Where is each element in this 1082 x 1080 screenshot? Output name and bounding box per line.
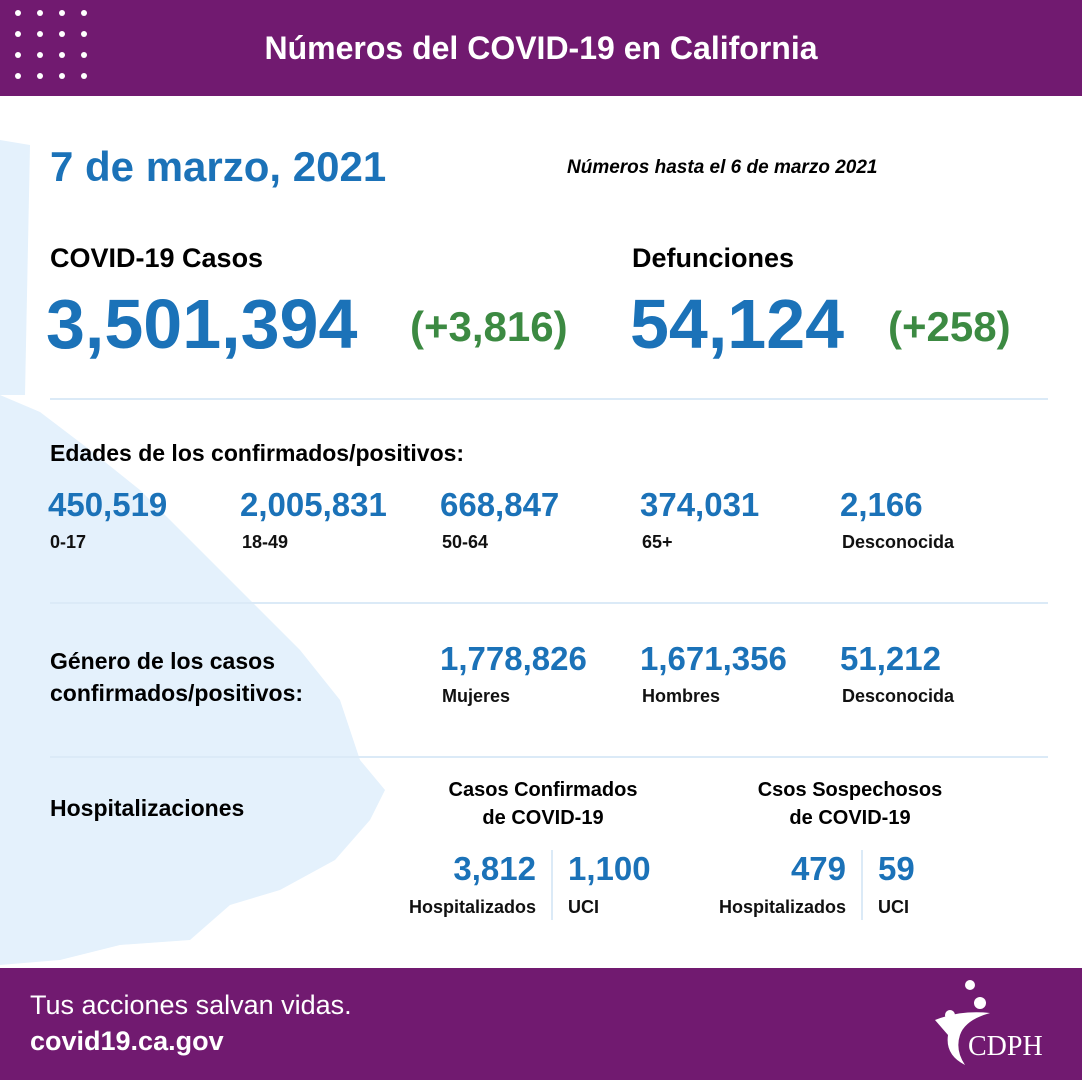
ages-label: Edades de los confirmados/positivos: [50,440,465,466]
cases-total: 3,501,394 [46,285,358,363]
dots-decoration [15,10,87,79]
stat-label: Mujeres [442,686,511,706]
hospitalized-value: 3,812 [453,850,536,887]
stat-value: 450,519 [48,486,168,523]
stat-label: 0-17 [50,532,87,552]
hospitalizations-label: Hospitalizaciones [50,795,245,821]
separator [50,398,1048,400]
separator [50,756,1048,758]
divider [861,850,863,920]
icu-value: 1,100 [568,850,651,887]
footer-bar [0,968,1082,1080]
deaths-change: (+258) [888,303,1011,350]
suspected-title: Csos Sospechosos de COVID-19 [725,776,975,832]
stat-label: Desconocida [842,686,955,706]
title-line: de COVID-19 [482,807,604,829]
icu-value: 59 [878,850,915,887]
tagline: Tus acciones salvan vidas. [30,990,352,1020]
hospitalized-value: 479 [790,850,846,887]
divider [551,850,553,920]
stat-value: 51,212 [840,640,941,677]
header-bar [0,0,1082,96]
stat-value: 2,166 [840,486,923,523]
hospitalized-label: Hospitalizados [718,897,846,917]
header-title: Números del COVID-19 en California [264,30,818,66]
stat-value: 668,847 [440,486,560,523]
cases-change: (+3,816) [410,303,568,350]
gender-label: Género de los casos confirmados/positivo… [50,645,303,709]
stat-label: Desconocida [842,532,955,552]
confirmed-title: Casos Confirmados de COVID-19 [418,776,668,832]
deaths-total: 54,124 [630,285,845,363]
logo-figure [935,980,990,1065]
separator [50,602,1048,604]
stat-value: 1,671,356 [640,640,787,677]
hospitalized-label: Hospitalizados [408,897,536,917]
date: 7 de marzo, 2021 [50,143,387,190]
gender-label-line: confirmados/positivos: [50,680,304,706]
title-line: Casos Confirmados [448,779,638,801]
as-of: Números hasta el 6 de marzo 2021 [567,157,878,178]
cases-label: COVID-19 Casos [50,243,264,273]
stat-value: 2,005,831 [240,486,387,523]
stat-label: 18-49 [242,532,289,552]
icu-label: UCI [568,897,599,917]
stat-label: Hombres [642,686,721,706]
url: covid19.ca.gov [30,1026,224,1056]
stat-label: 50-64 [442,532,489,552]
logo-text: CDPH [968,1031,1043,1062]
title-line: Csos Sospechosos [757,779,943,801]
stat-value: 374,031 [640,486,760,523]
stat-value: 1,778,826 [440,640,587,677]
icu-label: UCI [878,897,909,917]
stat-label: 65+ [642,532,673,552]
title-line: de COVID-19 [789,807,911,829]
deaths-label: Defunciones [632,243,795,273]
gender-label-line: Género de los casos [50,648,275,674]
